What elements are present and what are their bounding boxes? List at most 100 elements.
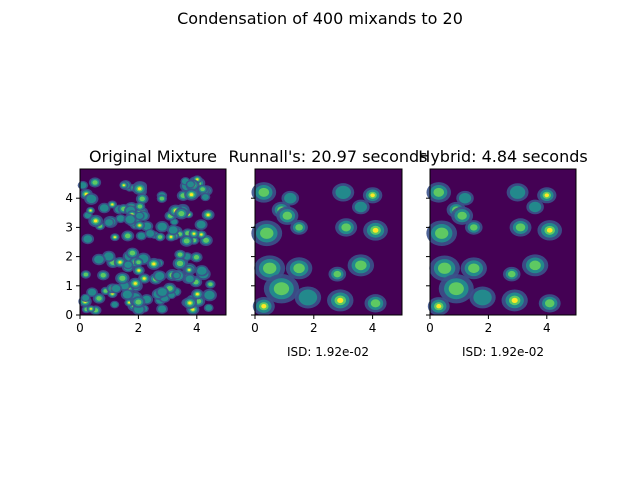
contour-level-high xyxy=(341,223,351,232)
mixand-blob xyxy=(203,303,214,312)
contour-level-high xyxy=(124,233,131,239)
mixand-blob xyxy=(521,254,549,277)
mixand-blob xyxy=(438,274,474,304)
mixand-blob xyxy=(202,288,217,302)
mixand-blob xyxy=(144,228,156,239)
contour-level-peak xyxy=(169,235,173,238)
contour-level-peak xyxy=(152,262,156,266)
contour-level-mid xyxy=(155,272,165,281)
contour-level-high xyxy=(457,211,467,220)
contour-level-high xyxy=(370,299,381,308)
contour-level-high xyxy=(193,255,200,260)
contour-level-peak xyxy=(89,209,92,212)
contour-level-mid xyxy=(197,266,207,275)
contour-level-mid xyxy=(171,219,178,225)
mixand-blob xyxy=(362,187,383,204)
contour-level-peak xyxy=(89,308,93,310)
mixand-blob xyxy=(427,297,450,316)
contour-level-high xyxy=(282,211,293,220)
isd-label: ISD: 1.92e-02 xyxy=(462,345,544,359)
contour-level-high xyxy=(183,238,190,244)
mixand-blob xyxy=(172,257,188,270)
mixand-blob xyxy=(135,193,149,205)
contour-level-high xyxy=(260,227,274,239)
mixand-blob xyxy=(81,233,95,245)
mixand-blob xyxy=(363,220,388,241)
mixand-blob xyxy=(184,274,196,284)
contour-level-mid xyxy=(157,305,167,313)
contour-level-high xyxy=(119,275,126,281)
isd-label: ISD: 1.92e-02 xyxy=(287,345,369,359)
mixand-blob xyxy=(86,206,95,215)
contour-level-mid xyxy=(82,294,90,301)
contour-level-peak xyxy=(192,232,196,235)
mixand-blob xyxy=(465,220,483,235)
mixand-blob xyxy=(194,265,209,277)
mixand-blob xyxy=(290,220,308,235)
mixand-blob xyxy=(115,272,130,285)
contour-level-mid xyxy=(284,192,297,204)
mixand-blob xyxy=(294,286,322,309)
mixand-blob xyxy=(86,305,96,313)
contour-level-peak xyxy=(133,282,137,285)
mixand-blob xyxy=(501,289,528,312)
axes-original: 0 2 4 0 1 2 3 4 xyxy=(65,168,227,335)
contour-level-peak xyxy=(191,308,195,311)
contour-level-mid xyxy=(528,201,542,213)
mixand-blob xyxy=(115,214,127,224)
contour-level-peak xyxy=(128,301,131,304)
contour-level-mid xyxy=(99,204,109,212)
y-tick-label: 4 xyxy=(65,191,73,205)
mixand-blob xyxy=(182,296,198,309)
contour-level-high xyxy=(507,270,516,278)
x-tick-label: 2 xyxy=(310,321,318,335)
mixand-blob xyxy=(251,182,277,203)
contour-level-high xyxy=(92,180,98,185)
mixand-blob xyxy=(200,192,211,202)
contour-level-mid xyxy=(87,288,97,296)
contour-level-high xyxy=(176,260,184,267)
panel-title: Runnall's: 20.97 seconds xyxy=(228,147,427,166)
contour-level-high xyxy=(448,282,464,296)
contour-level-mid xyxy=(205,304,213,311)
x-tick-label: 4 xyxy=(543,321,551,335)
mixand-blob xyxy=(123,214,137,226)
contour-level-peak xyxy=(188,301,192,305)
contour-level-high xyxy=(435,227,449,239)
contour-level-high xyxy=(136,260,141,265)
mixand-blob xyxy=(84,192,99,205)
contour-level-peak xyxy=(137,269,141,272)
mixand-blob xyxy=(429,255,460,282)
contour-level-high xyxy=(515,223,526,232)
contour-level-mid xyxy=(122,290,132,299)
contour-level-high xyxy=(137,204,143,209)
mixand-blob xyxy=(92,253,106,266)
contour-level-peak xyxy=(370,193,375,198)
mixand-blob xyxy=(120,289,134,301)
contour-level-high xyxy=(203,237,209,243)
panel-original: Original Mixture 0 2 4 0 1 2 3 4 xyxy=(65,147,227,335)
x-tick-label: 0 xyxy=(76,321,84,335)
mixand-blob xyxy=(332,183,355,202)
contour-level-high xyxy=(333,270,342,278)
mixand-blob xyxy=(107,200,118,209)
x-tick-label: 4 xyxy=(369,321,377,335)
contour-level-peak xyxy=(436,304,442,309)
contour-level-high xyxy=(177,252,183,257)
contour-level-high xyxy=(544,299,555,308)
contour-level-mid xyxy=(157,288,167,296)
contour-level-high xyxy=(263,262,277,274)
contour-level-mid xyxy=(196,220,206,229)
mixand-blob xyxy=(121,230,135,242)
contour-level-mid xyxy=(157,222,167,231)
mixand-blob xyxy=(135,231,147,241)
mixand-blob xyxy=(456,190,474,206)
mixand-blob xyxy=(80,270,91,279)
mixand-blob xyxy=(509,218,532,237)
mixand-blob xyxy=(80,293,91,303)
contour-level-mid xyxy=(458,192,472,204)
mixand-blob xyxy=(184,188,199,201)
contour-level-peak xyxy=(113,236,117,239)
x-tick-label: 2 xyxy=(135,321,143,335)
contour-level-mid xyxy=(509,185,526,199)
